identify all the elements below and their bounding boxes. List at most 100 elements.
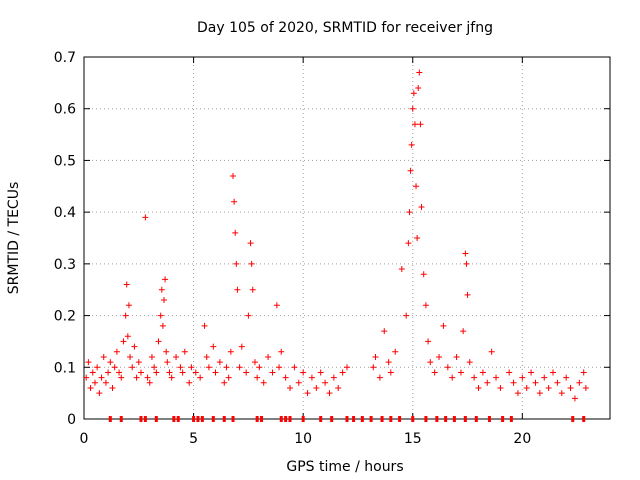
data-point: [330, 374, 337, 381]
data-point: [151, 364, 158, 371]
data-point: [236, 364, 243, 371]
data-point: [269, 369, 276, 376]
y-tick-label: 0.5: [54, 153, 76, 169]
data-point: [105, 369, 112, 376]
data-point: [436, 353, 443, 360]
data-point: [276, 364, 283, 371]
data-point: [163, 348, 170, 355]
data-point: [238, 343, 245, 350]
zero-point: [452, 416, 456, 422]
data-point: [425, 338, 432, 345]
data-point: [162, 276, 169, 283]
data-point: [506, 369, 513, 376]
data-points: [83, 69, 589, 402]
data-point: [125, 302, 132, 309]
data-point: [550, 369, 557, 376]
data-point: [464, 291, 471, 298]
zero-point: [288, 416, 292, 422]
zero-point: [571, 416, 575, 422]
data-point: [223, 364, 230, 371]
x-tick-label: 20: [513, 431, 531, 447]
data-point: [155, 338, 162, 345]
data-point: [164, 359, 171, 366]
data-point: [248, 260, 255, 267]
zero-point: [487, 416, 491, 422]
data-point: [403, 312, 410, 319]
data-point: [475, 384, 482, 391]
zero-point: [424, 416, 428, 422]
zero-point: [176, 416, 180, 422]
zero-point: [411, 416, 415, 422]
data-point: [493, 374, 500, 381]
zero-point: [119, 416, 123, 422]
data-point: [153, 369, 160, 376]
data-point: [287, 384, 294, 391]
zero-point: [154, 416, 158, 422]
data-point: [410, 90, 417, 97]
data-point: [113, 348, 120, 355]
data-point: [102, 379, 109, 386]
data-point: [144, 374, 151, 381]
data-point: [177, 364, 184, 371]
data-point: [158, 286, 165, 293]
data-point: [385, 359, 392, 366]
data-point: [91, 379, 98, 386]
data-point: [408, 141, 415, 148]
x-tick-label: 10: [294, 431, 312, 447]
data-point: [479, 369, 486, 376]
data-point: [387, 369, 394, 376]
zero-point: [255, 416, 259, 422]
data-point: [94, 364, 101, 371]
data-point: [186, 379, 193, 386]
data-point: [137, 369, 144, 376]
data-point: [317, 369, 324, 376]
zero-point: [172, 416, 176, 422]
data-point: [118, 374, 125, 381]
data-point: [308, 374, 315, 381]
data-point: [453, 353, 460, 360]
data-point: [406, 209, 413, 216]
data-point: [129, 364, 136, 371]
x-tick-label: 5: [189, 431, 198, 447]
data-point: [232, 229, 239, 236]
y-tick-label: 0.4: [54, 205, 76, 221]
zero-point: [380, 416, 384, 422]
zero-point: [260, 416, 264, 422]
data-point: [131, 343, 138, 350]
data-point: [181, 348, 188, 355]
data-point: [462, 250, 469, 257]
y-tick-label: 0.2: [54, 309, 76, 325]
data-point: [123, 281, 130, 288]
data-point: [335, 384, 342, 391]
data-point: [415, 85, 422, 92]
data-point: [192, 369, 199, 376]
zero-point: [231, 416, 235, 422]
data-point: [532, 379, 539, 386]
data-point: [249, 286, 256, 293]
zero-point: [474, 416, 478, 422]
zero-point: [509, 416, 513, 422]
zero-point: [369, 416, 373, 422]
data-point: [409, 105, 416, 112]
data-point: [173, 353, 180, 360]
data-point: [484, 379, 491, 386]
zero-point: [143, 416, 147, 422]
data-point: [580, 369, 587, 376]
data-point: [135, 359, 142, 366]
zero-point: [389, 416, 393, 422]
data-point: [339, 369, 346, 376]
data-point: [381, 328, 388, 335]
data-point: [205, 364, 212, 371]
data-point: [422, 302, 429, 309]
data-point: [109, 384, 116, 391]
data-point: [420, 271, 427, 278]
data-point: [427, 359, 434, 366]
data-point: [563, 374, 570, 381]
data-point: [545, 384, 552, 391]
data-point: [418, 203, 425, 210]
data-point: [449, 374, 456, 381]
data-point: [300, 369, 307, 376]
data-point: [85, 359, 92, 366]
zero-point: [330, 416, 334, 422]
